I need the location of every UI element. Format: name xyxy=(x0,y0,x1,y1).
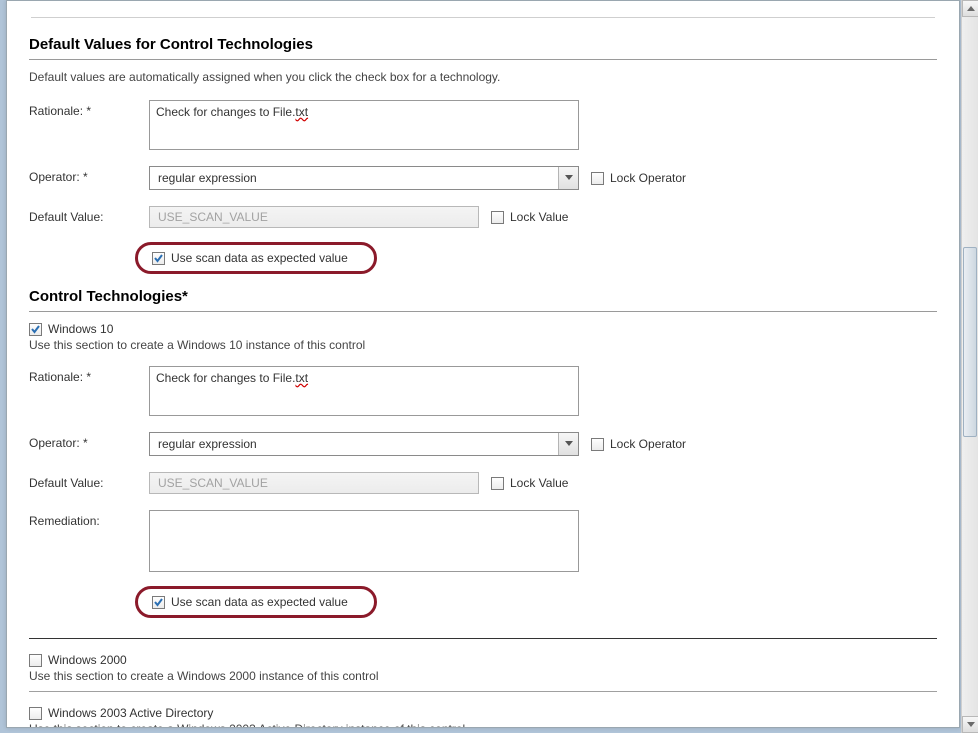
lock-operator-checkbox[interactable]: Lock Operator xyxy=(591,437,686,451)
operator-label: Operator: * xyxy=(29,166,149,184)
tech-windows10-desc: Use this section to create a Windows 10 … xyxy=(29,338,937,352)
window-scrollbar[interactable] xyxy=(961,0,978,733)
tech-windows2003ad-checkbox[interactable]: Windows 2003 Active Directory xyxy=(29,706,937,720)
operator-select[interactable]: regular expression xyxy=(149,166,579,190)
rationale-textarea[interactable]: Check for changes to File.txt xyxy=(149,100,579,150)
tech-name: Windows 2003 Active Directory xyxy=(48,706,213,720)
lock-value-checkbox[interactable]: Lock Value xyxy=(491,210,568,224)
default-value-text: USE_SCAN_VALUE xyxy=(158,210,268,224)
operator-label: Operator: * xyxy=(29,432,149,450)
tech-windows2000-checkbox[interactable]: Windows 2000 xyxy=(29,653,937,667)
form-panel: Default Values for Control Technologies … xyxy=(6,0,960,728)
remediation-textarea[interactable] xyxy=(149,510,579,572)
tech-windows2003ad-desc: Use this section to create a Windows 200… xyxy=(29,722,937,727)
lock-operator-checkbox[interactable]: Lock Operator xyxy=(591,171,686,185)
default-value-text: USE_SCAN_VALUE xyxy=(158,476,268,490)
top-border xyxy=(31,17,935,18)
use-scan-label: Use scan data as expected value xyxy=(171,595,348,609)
rationale-label: Rationale: * xyxy=(29,100,149,118)
checkbox-icon xyxy=(29,707,42,720)
lock-value-label: Lock Value xyxy=(510,476,568,490)
rationale-text-spelled: txt xyxy=(295,371,308,385)
rationale-label: Rationale: * xyxy=(29,366,149,384)
chevron-down-icon xyxy=(558,167,578,189)
rationale-text-prefix: Check for changes to File. xyxy=(156,371,295,385)
rationale-text-prefix: Check for changes to File. xyxy=(156,105,295,119)
use-scan-checkbox[interactable]: Use scan data as expected value xyxy=(152,251,348,265)
tech-windows2000-desc: Use this section to create a Windows 200… xyxy=(29,669,937,683)
title-underline xyxy=(29,311,937,312)
title-underline xyxy=(29,59,937,60)
use-scan-checkbox[interactable]: Use scan data as expected value xyxy=(152,595,348,609)
lock-value-checkbox[interactable]: Lock Value xyxy=(491,476,568,490)
default-values-subtext: Default values are automatically assigne… xyxy=(29,70,937,84)
divider xyxy=(29,638,937,639)
chevron-down-icon xyxy=(558,433,578,455)
use-scan-label: Use scan data as expected value xyxy=(171,251,348,265)
lock-operator-label: Lock Operator xyxy=(610,171,686,185)
divider xyxy=(29,691,937,692)
remediation-label: Remediation: xyxy=(29,510,149,528)
scroll-track[interactable] xyxy=(962,17,978,716)
tech-name: Windows 10 xyxy=(48,322,113,336)
tech-name: Windows 2000 xyxy=(48,653,127,667)
highlight-oval: Use scan data as expected value xyxy=(135,586,377,618)
checkbox-icon xyxy=(29,323,42,336)
checkbox-icon xyxy=(491,477,504,490)
control-technologies-title: Control Technologies* xyxy=(29,288,937,309)
rationale-text-spelled: txt xyxy=(295,105,308,119)
default-value-label: Default Value: xyxy=(29,206,149,224)
default-value-input: USE_SCAN_VALUE xyxy=(149,206,479,228)
scroll-down-button[interactable] xyxy=(962,716,978,733)
operator-select[interactable]: regular expression xyxy=(149,432,579,456)
default-value-input: USE_SCAN_VALUE xyxy=(149,472,479,494)
checkbox-icon xyxy=(591,172,604,185)
rationale-textarea[interactable]: Check for changes to File.txt xyxy=(149,366,579,416)
scroll-thumb[interactable] xyxy=(963,247,977,437)
lock-value-label: Lock Value xyxy=(510,210,568,224)
default-value-label: Default Value: xyxy=(29,472,149,490)
lock-operator-label: Lock Operator xyxy=(610,437,686,451)
checkbox-icon xyxy=(591,438,604,451)
operator-selected-text: regular expression xyxy=(150,437,558,451)
tech-windows10-checkbox[interactable]: Windows 10 xyxy=(29,322,937,336)
checkbox-icon xyxy=(29,654,42,667)
checkbox-icon xyxy=(491,211,504,224)
operator-selected-text: regular expression xyxy=(150,171,558,185)
default-values-title: Default Values for Control Technologies xyxy=(29,36,937,57)
scroll-up-button[interactable] xyxy=(962,0,978,17)
checkbox-icon xyxy=(152,596,165,609)
highlight-oval: Use scan data as expected value xyxy=(135,242,377,274)
checkbox-icon xyxy=(152,252,165,265)
scroll-region: Default Values for Control Technologies … xyxy=(7,7,959,727)
